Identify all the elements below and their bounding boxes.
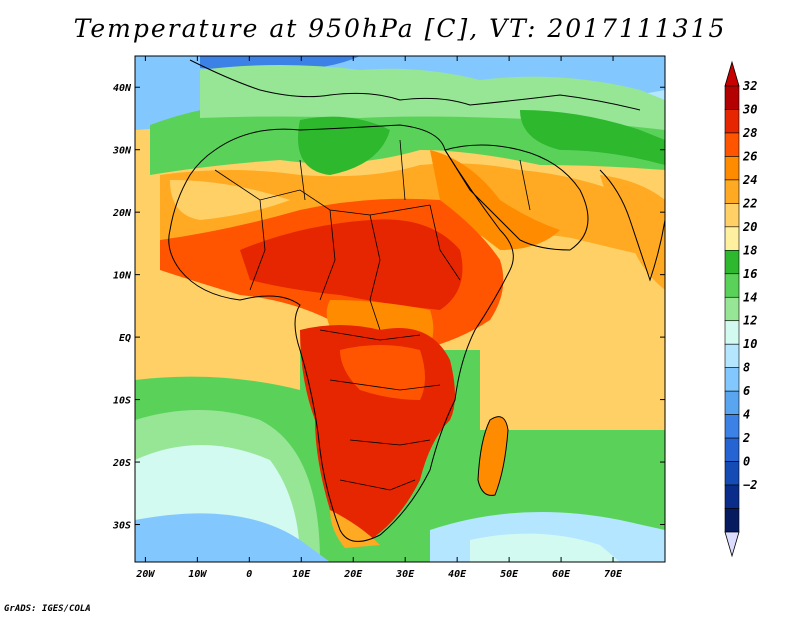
south-indian-cyan: [470, 533, 620, 562]
angola-warm: [340, 345, 425, 400]
colorbar-label: 16: [743, 267, 757, 281]
y-tick-label: 20N: [112, 208, 132, 219]
colorbar-label: 26: [742, 149, 757, 163]
colorbar-segment: [724, 390, 740, 415]
colorbar-label: 32: [742, 79, 757, 93]
colorbar-label: 4: [743, 408, 750, 422]
africa-coastline: [168, 124, 514, 542]
y-axis-ticks: 40N 30N 20N 10N EQ 10S 20S 30S: [112, 83, 665, 532]
colorbar-label: 18: [743, 243, 757, 257]
madagascar: [478, 416, 508, 496]
western-sahara-yellow: [170, 180, 290, 220]
colorbar-label: 2: [742, 431, 750, 445]
x-tick-label: 0: [246, 569, 252, 580]
map-field: [135, 56, 665, 562]
y-tick-label: 10N: [113, 271, 132, 282]
europe-coastline: [189, 59, 641, 111]
x-tick-label: 20W: [135, 569, 155, 580]
colorbar-segment: [724, 343, 740, 368]
colorbar-segment: [724, 109, 740, 134]
colorbar-segment: [724, 367, 740, 392]
gulf-warm: [135, 322, 300, 390]
colorbar-segment: [724, 250, 740, 275]
y-tick-label: EQ: [119, 333, 131, 344]
colorbar-segment: [724, 132, 740, 157]
y-tick-label: 30S: [112, 521, 131, 532]
colorbar-segment: [724, 320, 740, 345]
colorbar-segment: [724, 179, 740, 204]
colorbar-label: 30: [742, 102, 757, 116]
colorbar-segment: [724, 414, 740, 439]
colorbar-bottom-triangle: [724, 531, 740, 558]
x-tick-label: 20E: [343, 569, 363, 580]
colorbar-segment: [724, 437, 740, 462]
x-tick-label: 10W: [188, 569, 207, 580]
map-frame: [134, 55, 666, 563]
central-hot-core: [240, 219, 463, 310]
colorbar-label: 24: [742, 173, 757, 187]
colorbar-label: 8: [743, 361, 750, 375]
x-tick-label: 60E: [552, 569, 571, 580]
x-tick-label: 40E: [448, 569, 467, 580]
colorbar-label: 12: [743, 314, 757, 328]
colorbar-segment: [724, 461, 740, 486]
atlas-green: [298, 116, 390, 175]
colorbar-label: −2: [743, 478, 757, 492]
indian-ocean-warm: [480, 300, 665, 430]
colorbar-segment: [724, 508, 740, 533]
colorbar-label: 0: [743, 455, 750, 469]
colorbar-label: 20: [742, 220, 757, 234]
y-tick-label: 40N: [113, 83, 132, 94]
x-tick-label: 70E: [604, 569, 623, 580]
colorbar-label: 14: [743, 290, 757, 304]
colorbar-segment: [724, 156, 740, 181]
red-sea-hot: [430, 150, 560, 250]
y-tick-label: 20S: [112, 458, 131, 469]
colorbar-segment: [724, 226, 740, 251]
x-axis-ticks: 20W 10W 0 10E 20E 30E 40E 50E 60E 70E: [135, 56, 623, 580]
iran-green: [520, 110, 665, 165]
x-tick-label: 10E: [292, 569, 311, 580]
colorbar-label: 10: [743, 337, 757, 351]
x-tick-label: 30E: [395, 569, 415, 580]
colorbar-segment: [724, 203, 740, 228]
country-borders: [214, 139, 531, 491]
grads-credit: GrADS: IGES/COLA: [4, 604, 91, 614]
colorbar-label: 22: [742, 196, 757, 210]
y-tick-label: 30N: [112, 146, 132, 157]
y-tick-label: 10S: [113, 396, 131, 407]
arabia-coastline: [444, 144, 589, 251]
colorbar-segment: [724, 296, 740, 322]
india-coastline: [599, 169, 665, 282]
colorbar-label: 6: [743, 384, 750, 398]
madagascar-coastline: [477, 416, 509, 496]
map-title: Temperature at 950hPa [C], VT: 201711131…: [73, 14, 727, 43]
colorbar-top-triangle: [724, 60, 740, 87]
colorbar-segment: [724, 85, 740, 110]
x-tick-label: 50E: [500, 569, 519, 580]
colorbar-label: 28: [742, 126, 757, 140]
south-atlantic-blue: [135, 513, 330, 562]
colorbar-segment: [724, 273, 740, 298]
cape-warm: [330, 510, 380, 548]
india-warm: [600, 175, 665, 290]
colorbar-segment: [724, 484, 740, 509]
